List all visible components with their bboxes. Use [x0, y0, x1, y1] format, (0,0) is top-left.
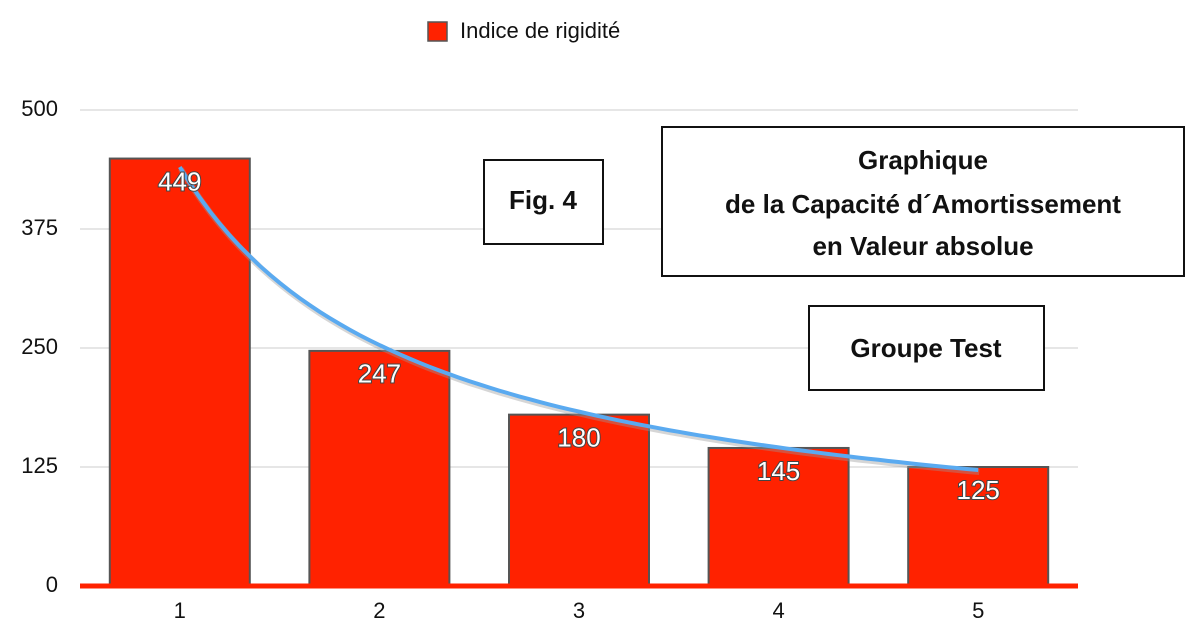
- y-tick-label: 250: [21, 334, 58, 359]
- data-label: 125: [957, 475, 1000, 505]
- x-tick-label: 1: [174, 598, 186, 623]
- trendline: [178, 165, 979, 472]
- group-box: [808, 305, 1045, 391]
- data-label: 180: [557, 423, 600, 453]
- x-tick-label: 5: [972, 598, 984, 623]
- y-tick-label: 125: [21, 453, 58, 478]
- title-box: [661, 126, 1185, 277]
- y-tick-label: 375: [21, 215, 58, 240]
- y-tick-label: 0: [46, 572, 58, 597]
- chart-title: Graphique: [858, 145, 988, 175]
- data-label: 247: [358, 359, 401, 389]
- group-label: Groupe Test: [850, 333, 1002, 363]
- fig-label: Fig. 4: [509, 185, 577, 215]
- bar: [108, 157, 251, 587]
- data-label: 449: [158, 166, 201, 196]
- x-tick-label: 2: [373, 598, 385, 623]
- x-tick-label: 4: [772, 598, 784, 623]
- y-tick-label: 500: [21, 96, 58, 121]
- fig-box: [483, 159, 604, 245]
- legend-label: Indice de rigidité: [460, 18, 620, 43]
- bar: [907, 466, 1050, 587]
- bar: [308, 349, 451, 587]
- x-tick-label: 3: [573, 598, 585, 623]
- legend-swatch: [427, 21, 448, 42]
- chart-title: de la Capacité d´Amortissement: [725, 189, 1121, 219]
- chart-title: en Valeur absolue: [812, 231, 1033, 261]
- data-label: 145: [757, 456, 800, 486]
